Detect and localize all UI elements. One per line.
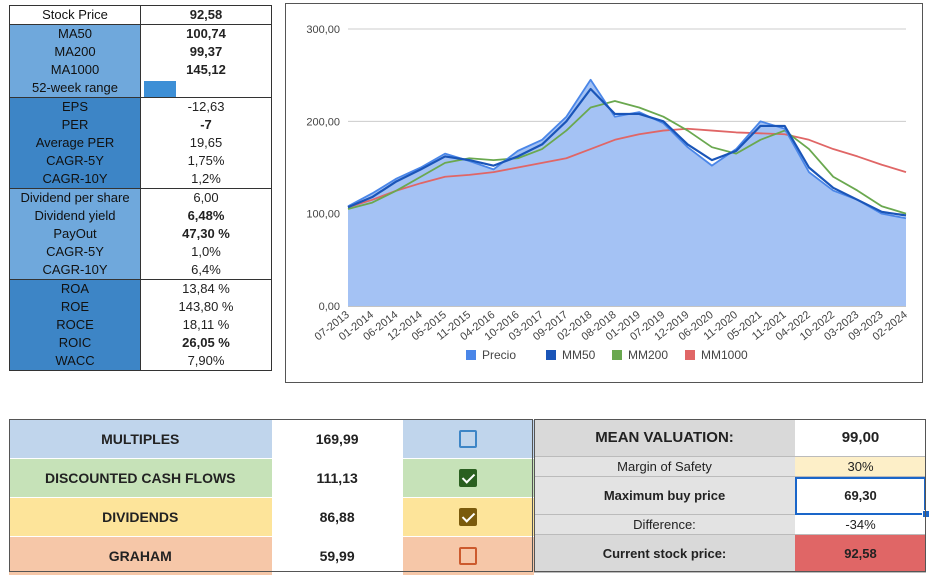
y-tick-label: 200,00: [306, 116, 340, 128]
stock-price-label[interactable]: Stock Price: [9, 5, 141, 25]
avg-per-value[interactable]: 19,65: [140, 134, 272, 152]
checkbox-dividends[interactable]: [459, 508, 478, 527]
range52-value[interactable]: [140, 79, 272, 98]
method-value-dcf[interactable]: 111,13: [271, 458, 403, 498]
roce-value[interactable]: 18,11 %: [140, 316, 272, 334]
method-value-graham[interactable]: 59,99: [271, 536, 403, 575]
checkbox-dcf[interactable]: [459, 469, 478, 488]
metrics-table: Stock Price 92,58 MA50 100,74 MA200 99,3…: [9, 5, 272, 371]
dps-value[interactable]: 6,00: [140, 188, 272, 207]
eps-cagr10-label[interactable]: CAGR-10Y: [9, 170, 141, 189]
ma1000-label[interactable]: MA1000: [9, 61, 141, 79]
roa-value[interactable]: 13,84 %: [140, 279, 272, 298]
eps-label[interactable]: EPS: [9, 97, 141, 116]
checkbox-graham[interactable]: [459, 547, 478, 566]
margin-of-safety-value[interactable]: 30%: [795, 456, 926, 477]
method-check-cell-multiples[interactable]: [402, 419, 534, 459]
per-value[interactable]: -7: [140, 116, 272, 134]
price-chart[interactable]: 0,00 100,00 200,00 300,00 07-2013 01-2014 06-2…: [285, 3, 923, 383]
legend-swatch-precio: [466, 350, 476, 360]
div-cagr5-value[interactable]: 1,0%: [140, 243, 272, 261]
difference-label[interactable]: Difference:: [534, 514, 795, 535]
series-precio-area: [348, 79, 906, 307]
roce-label[interactable]: ROCE: [9, 316, 141, 334]
per-label[interactable]: PER: [9, 116, 141, 134]
current-price-value[interactable]: 92,58: [795, 534, 926, 573]
wacc-value[interactable]: 7,90%: [140, 352, 272, 371]
series-line-mm200: [347, 100, 907, 215]
ma1000-value[interactable]: 145,12: [140, 61, 272, 79]
eps-value[interactable]: -12,63: [140, 97, 272, 116]
method-check-cell-dividends[interactable]: [402, 497, 534, 537]
payout-label[interactable]: PayOut: [9, 225, 141, 243]
ma50-value[interactable]: 100,74: [140, 24, 272, 43]
margin-of-safety-label[interactable]: Margin of Safety: [534, 456, 795, 477]
roic-value[interactable]: 26,05 %: [140, 334, 272, 352]
legend-label-precio: Precio: [482, 348, 516, 362]
series-line-mm50: [347, 87, 907, 217]
legend-swatch-mm200: [612, 350, 622, 360]
stock-price-value[interactable]: 92,58: [140, 5, 272, 25]
legend-label-mm1000: MM1000: [701, 348, 748, 362]
method-value-multiples[interactable]: 169,99: [271, 419, 403, 459]
roe-label[interactable]: ROE: [9, 298, 141, 316]
mean-valuation-label[interactable]: MEAN VALUATION:: [534, 419, 795, 457]
selection-fill-handle[interactable]: [922, 510, 930, 518]
div-cagr5-label[interactable]: CAGR-5Y: [9, 243, 141, 261]
max-buy-price-text: 69,30: [844, 488, 877, 503]
max-buy-price-value[interactable]: 69,30: [795, 476, 930, 518]
method-check-cell-graham[interactable]: [402, 536, 534, 575]
legend-swatch-mm1000: [685, 350, 695, 360]
y-tick-label: 300,00: [306, 24, 340, 36]
y-tick-label: 0,00: [319, 301, 340, 313]
current-price-label[interactable]: Current stock price:: [534, 534, 795, 573]
valuation-methods-table: MULTIPLES 169,99 DISCOUNTED CASH FLOWS 1…: [9, 419, 534, 575]
dps-label[interactable]: Dividend per share: [9, 188, 141, 207]
method-value-dividends[interactable]: 86,88: [271, 497, 403, 537]
div-cagr10-value[interactable]: 6,4%: [140, 261, 272, 280]
method-name-dividends[interactable]: DIVIDENDS: [9, 497, 272, 537]
range52-label[interactable]: 52-week range: [9, 79, 141, 98]
y-tick-label: 100,00: [306, 209, 340, 221]
eps-cagr5-label[interactable]: CAGR-5Y: [9, 152, 141, 170]
avg-per-label[interactable]: Average PER: [9, 134, 141, 152]
roa-label[interactable]: ROA: [9, 279, 141, 298]
price-chart-svg: 0,00100,00200,00300,0007-201301-201406-2…: [306, 24, 910, 362]
payout-value[interactable]: 47,30 %: [140, 225, 272, 243]
div-yield-label[interactable]: Dividend yield: [9, 207, 141, 225]
mean-valuation-value[interactable]: 99,00: [795, 419, 926, 457]
valuation-summary-table: MEAN VALUATION: 99,00 Margin of Safety 3…: [534, 419, 930, 573]
ma200-label[interactable]: MA200: [9, 43, 141, 61]
method-check-cell-dcf[interactable]: [402, 458, 534, 498]
method-name-multiples[interactable]: MULTIPLES: [9, 419, 272, 459]
checkbox-multiples[interactable]: [459, 430, 478, 449]
legend-label-mm50: MM50: [562, 348, 596, 362]
legend-swatch-mm50: [546, 350, 556, 360]
roic-label[interactable]: ROIC: [9, 334, 141, 352]
roe-value[interactable]: 143,80 %: [140, 298, 272, 316]
eps-cagr5-value[interactable]: 1,75%: [140, 152, 272, 170]
difference-value[interactable]: -34%: [795, 514, 926, 535]
range52-bar: [144, 80, 176, 97]
eps-cagr10-value[interactable]: 1,2%: [140, 170, 272, 189]
ma50-label[interactable]: MA50: [9, 24, 141, 43]
wacc-label[interactable]: WACC: [9, 352, 141, 371]
method-name-graham[interactable]: GRAHAM: [9, 536, 272, 575]
div-cagr10-label[interactable]: CAGR-10Y: [9, 261, 141, 280]
legend-label-mm200: MM200: [628, 348, 668, 362]
ma200-value[interactable]: 99,37: [140, 43, 272, 61]
series-line-mm1000: [347, 127, 907, 209]
method-name-dcf[interactable]: DISCOUNTED CASH FLOWS: [9, 458, 272, 498]
div-yield-value[interactable]: 6,48%: [140, 207, 272, 225]
max-buy-price-label[interactable]: Maximum buy price: [534, 476, 795, 515]
